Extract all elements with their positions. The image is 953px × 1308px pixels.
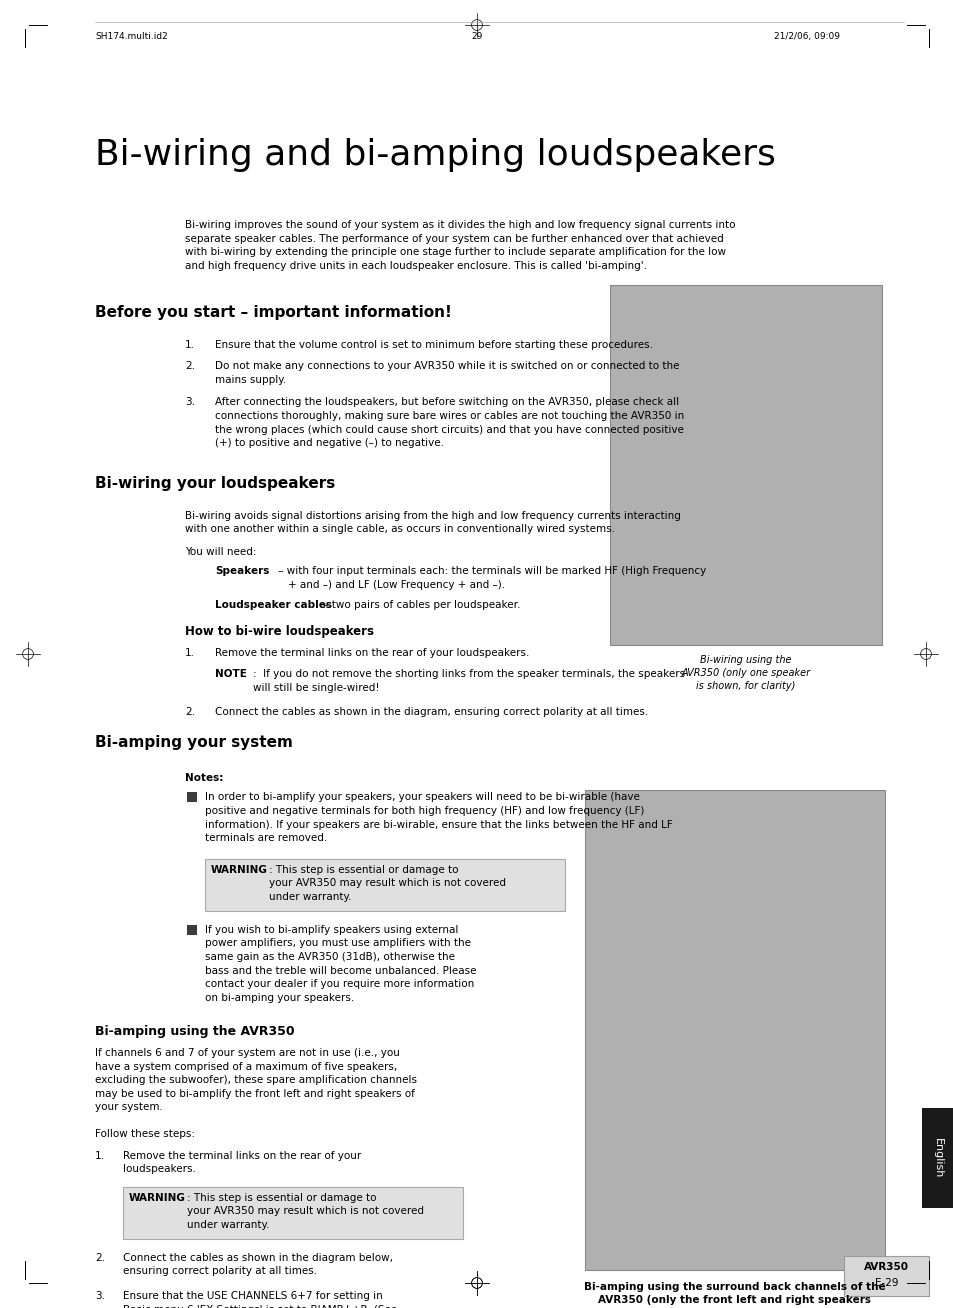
Text: Before you start – important information!: Before you start – important information… — [95, 305, 452, 320]
Text: 2.: 2. — [95, 1253, 105, 1262]
Text: Connect the cables as shown in the diagram below,
ensuring correct polarity at a: Connect the cables as shown in the diagr… — [123, 1253, 393, 1277]
Text: Notes:: Notes: — [185, 773, 223, 783]
Bar — [921, 1108, 953, 1209]
Text: Remove the terminal links on the rear of your loudspeakers.: Remove the terminal links on the rear of… — [214, 647, 529, 658]
Text: Remove the terminal links on the rear of your
loudspeakers.: Remove the terminal links on the rear of… — [123, 1151, 361, 1175]
Text: English: English — [932, 1138, 942, 1179]
Text: NOTE: NOTE — [214, 668, 247, 679]
Text: 21/2/06, 09:09: 21/2/06, 09:09 — [773, 31, 840, 41]
Text: Follow these steps:: Follow these steps: — [95, 1130, 194, 1139]
Text: Loudspeaker cables: Loudspeaker cables — [214, 600, 332, 611]
Text: :  If you do not remove the shorting links from the speaker terminals, the speak: : If you do not remove the shorting link… — [253, 668, 684, 693]
Text: AVR350: AVR350 — [863, 1262, 908, 1271]
Text: 29: 29 — [471, 31, 482, 41]
Text: 1.: 1. — [95, 1151, 105, 1160]
Text: Bi-wiring improves the sound of your system as it divides the high and low frequ: Bi-wiring improves the sound of your sys… — [185, 220, 735, 271]
Text: SH174.multi.id2: SH174.multi.id2 — [95, 31, 168, 41]
Text: If you wish to bi-amplify speakers using external
power amplifiers, you must use: If you wish to bi-amplify speakers using… — [205, 925, 476, 1003]
Text: 2.: 2. — [185, 708, 194, 717]
Text: 1.: 1. — [185, 647, 194, 658]
Text: Ensure that the volume control is set to minimum before starting these procedure: Ensure that the volume control is set to… — [214, 340, 652, 351]
Text: 1.: 1. — [185, 340, 194, 351]
Bar — [584, 790, 884, 1270]
Text: Bi-amping using the AVR350: Bi-amping using the AVR350 — [95, 1025, 294, 1039]
Text: Bi-amping your system: Bi-amping your system — [95, 735, 293, 751]
Text: After connecting the loudspeakers, but before switching on the AVR350, please ch: After connecting the loudspeakers, but b… — [214, 398, 683, 449]
Text: Bi-amping using the surround back channels of the
AVR350 (only the front left an: Bi-amping using the surround back channe… — [583, 1282, 885, 1308]
Text: You will need:: You will need: — [185, 547, 256, 557]
Text: – with four input terminals each: the terminals will be marked HF (High Frequenc: – with four input terminals each: the te… — [274, 566, 705, 590]
Text: – two pairs of cables per loudspeaker.: – two pairs of cables per loudspeaker. — [319, 600, 519, 611]
Text: E-29: E-29 — [874, 1278, 898, 1288]
Text: Bi-wiring and bi-amping loudspeakers: Bi-wiring and bi-amping loudspeakers — [95, 139, 775, 171]
Text: WARNING: WARNING — [211, 865, 268, 875]
Text: : This step is essential or damage to
your AVR350 may result which is not covere: : This step is essential or damage to yo… — [187, 1193, 423, 1230]
Bar — [187, 793, 196, 802]
FancyBboxPatch shape — [123, 1186, 462, 1239]
Text: If channels 6 and 7 of your system are not in use (i.e., you
have a system compr: If channels 6 and 7 of your system are n… — [95, 1048, 416, 1112]
Text: Bi-wiring using the
AVR350 (only one speaker
is shown, for clarity): Bi-wiring using the AVR350 (only one spe… — [680, 655, 810, 692]
FancyBboxPatch shape — [205, 859, 564, 910]
Text: Connect the cables as shown in the diagram, ensuring correct polarity at all tim: Connect the cables as shown in the diagr… — [214, 708, 648, 717]
Text: Bi-wiring your loudspeakers: Bi-wiring your loudspeakers — [95, 476, 335, 490]
Bar — [187, 925, 196, 935]
Bar — [843, 1256, 928, 1296]
Text: 3.: 3. — [185, 398, 194, 407]
Text: Bi-wiring avoids signal distortions arising from the high and low frequency curr: Bi-wiring avoids signal distortions aris… — [185, 510, 680, 535]
Text: WARNING: WARNING — [129, 1193, 186, 1203]
Text: 3.: 3. — [95, 1291, 105, 1301]
Text: How to bi-wire loudspeakers: How to bi-wire loudspeakers — [185, 625, 374, 638]
Bar — [609, 285, 882, 645]
Text: : This step is essential or damage to
your AVR350 may result which is not covere: : This step is essential or damage to yo… — [269, 865, 505, 903]
Text: Speakers: Speakers — [214, 566, 269, 576]
Text: Do not make any connections to your AVR350 while it is switched on or connected : Do not make any connections to your AVR3… — [214, 361, 679, 385]
Text: In order to bi-amplify your speakers, your speakers will need to be bi-wirable (: In order to bi-amplify your speakers, yo… — [205, 793, 672, 844]
Text: 2.: 2. — [185, 361, 194, 371]
Text: Ensure that the USE CHANNELS 6+7 for setting in
Basic menu 6 'EX Settings' is se: Ensure that the USE CHANNELS 6+7 for set… — [123, 1291, 396, 1308]
